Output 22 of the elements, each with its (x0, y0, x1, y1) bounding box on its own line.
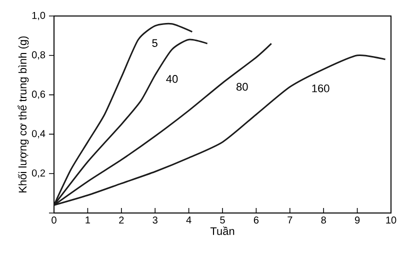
x-tick-label: 0 (52, 216, 56, 224)
y-axis-title: Khối lượng cơ thể trung bình (g) (18, 36, 29, 192)
x-tick-label: 7 (288, 216, 292, 224)
x-tick-label: 4 (186, 216, 192, 224)
x-tick-label: 9 (354, 216, 360, 224)
y-tick-label: 0,4 (32, 130, 46, 138)
x-tick-label: 3 (152, 216, 158, 224)
series-label: 5 (152, 39, 158, 47)
x-tick-label: 6 (254, 216, 259, 224)
series-label: 80 (236, 82, 248, 91)
x-tick-label: 5 (220, 216, 225, 224)
x-tick-label: 10 (386, 216, 396, 224)
y-tick-label: 1,0 (32, 12, 46, 20)
x-tick-label: 2 (119, 216, 124, 224)
series-label: 160 (312, 84, 330, 92)
y-tick-label: 0,6 (32, 90, 46, 99)
x-tick-label: 1 (86, 216, 90, 224)
y-tick-label: 0,8 (32, 51, 46, 60)
series-label: 40 (166, 75, 178, 83)
x-axis-title: Tuần (210, 226, 234, 236)
y-tick-label: 0,2 (32, 169, 45, 178)
x-tick-label: 8 (321, 216, 326, 224)
